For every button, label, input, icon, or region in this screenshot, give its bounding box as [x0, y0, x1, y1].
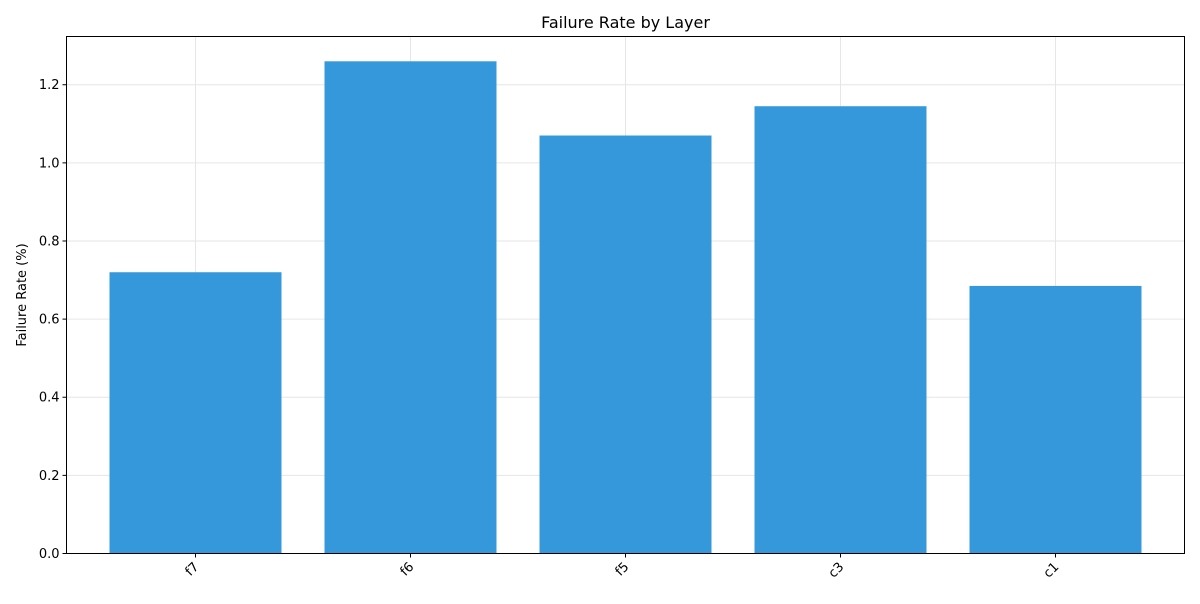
x-tick-label: c1: [1041, 560, 1063, 582]
x-tick-label: f6: [398, 560, 418, 580]
y-tick-label: 0.0: [39, 547, 60, 562]
bar-c3: [754, 106, 927, 554]
y-tick-label: 0.6: [39, 313, 60, 328]
bar-f5: [539, 135, 712, 554]
y-tick-label: 0.8: [39, 234, 60, 249]
y-axis-ticks: 0.0 0.2 0.4 0.6 0.8 1.0 1.2: [39, 78, 67, 562]
bar-f7: [109, 272, 282, 554]
x-tick-label: c3: [826, 560, 848, 582]
x-tick-label: f5: [613, 560, 633, 580]
plot-frame: [66, 36, 1185, 554]
x-axis-ticks: f7 f6 f5 c3 c1: [183, 553, 1063, 582]
bar-f6: [324, 61, 497, 554]
y-axis-label: Failure Rate (%): [15, 243, 30, 346]
bar-c1: [969, 285, 1142, 554]
y-tick-label: 0.4: [39, 391, 60, 406]
y-tick-label: 1.0: [39, 156, 60, 171]
bars: [109, 61, 1142, 554]
y-tick-label: 1.2: [39, 78, 60, 93]
chart-title: Failure Rate by Layer: [541, 13, 710, 32]
y-tick-label: 0.2: [39, 469, 60, 484]
x-tick-label: f7: [183, 560, 203, 580]
